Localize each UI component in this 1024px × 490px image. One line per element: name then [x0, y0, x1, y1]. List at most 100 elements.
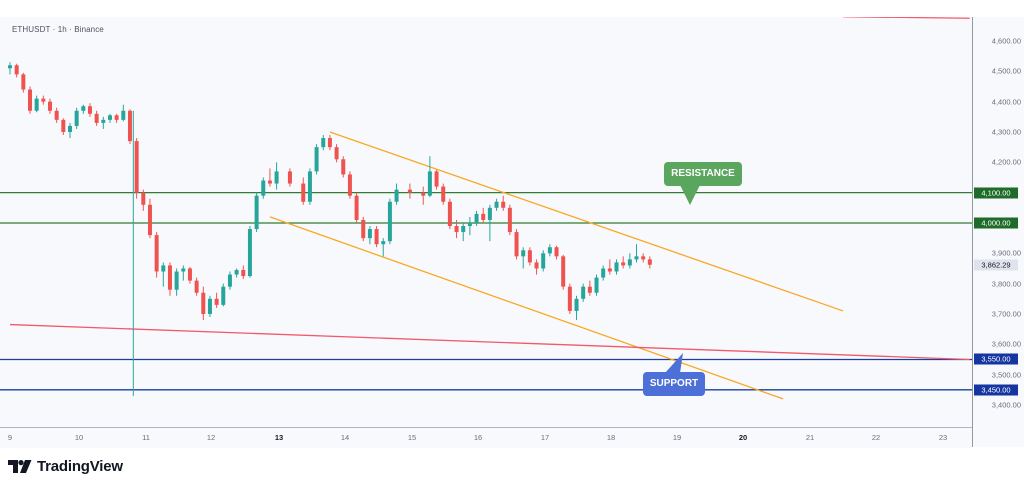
- price-tick: 4,600.00: [991, 36, 1021, 46]
- candle-body: [421, 192, 426, 196]
- date-tick: 22: [871, 433, 881, 442]
- candlestick-chart[interactable]: [0, 16, 972, 427]
- candle-body: [81, 106, 86, 111]
- chart-plot-area[interactable]: ETHUSDT · 1h · Binance RESISTANCE SUPPOR…: [0, 16, 972, 427]
- candle-body: [454, 226, 459, 233]
- candle-body: [367, 229, 372, 239]
- candle-body: [21, 74, 26, 90]
- candle-body: [61, 119, 66, 132]
- support-callout-pointer: [665, 353, 683, 373]
- candle-body: [227, 274, 232, 287]
- candle-body: [441, 186, 446, 202]
- date-tick: 12: [206, 433, 216, 442]
- tradingview-logo-icon: [8, 460, 32, 473]
- price-level-tag: 4,100.00: [974, 187, 1018, 199]
- date-tick: 16: [473, 433, 483, 442]
- price-tick: 4,300.00: [991, 127, 1021, 137]
- candle-body: [601, 268, 606, 278]
- candle-body: [554, 247, 559, 257]
- date-tick: 17: [540, 433, 550, 442]
- candle-body: [561, 256, 566, 287]
- candle-body: [361, 219, 366, 239]
- candle-body: [474, 213, 479, 223]
- candle-body: [494, 201, 499, 208]
- date-tick: 11: [142, 433, 150, 442]
- date-tick: 14: [340, 433, 350, 442]
- candle-body: [134, 141, 139, 193]
- candle-body: [407, 189, 412, 193]
- price-tick: 3,900.00: [991, 248, 1021, 258]
- candle-body: [541, 253, 546, 269]
- candle-body: [641, 256, 646, 260]
- candle-body: [121, 110, 126, 120]
- candle-body: [194, 280, 199, 293]
- candle-body: [201, 292, 206, 314]
- candle-body: [94, 113, 99, 123]
- price-tick: 3,400.00: [991, 400, 1021, 410]
- candle-body: [8, 65, 12, 69]
- support-callout: SUPPORT: [643, 372, 705, 396]
- candle-body: [487, 207, 492, 220]
- candle-body: [167, 265, 172, 290]
- candle-body: [594, 277, 599, 293]
- candle-body: [154, 235, 159, 272]
- candle-body: [427, 171, 432, 196]
- price-level-tag: 3,450.00: [974, 384, 1018, 396]
- price-level-tag: 3,550.00: [974, 353, 1018, 365]
- candle-body: [287, 171, 292, 184]
- candle-body: [187, 268, 192, 281]
- candle-body: [434, 171, 439, 187]
- candle-body: [394, 189, 399, 202]
- upper-red-line-trendline: [843, 16, 970, 19]
- candle-body: [574, 298, 579, 311]
- candle-body: [14, 65, 19, 75]
- candle-body: [341, 159, 346, 175]
- price-tick: 3,500.00: [991, 370, 1021, 380]
- candle-body: [501, 201, 506, 208]
- candle-body: [54, 110, 59, 120]
- candle-body: [647, 259, 652, 265]
- candle-body: [67, 125, 72, 132]
- candle-body: [567, 286, 572, 311]
- chart-container[interactable]: ETHUSDT · 1h · Binance RESISTANCE SUPPOR…: [0, 16, 1024, 448]
- candle-body: [607, 268, 612, 272]
- candle-body: [214, 298, 219, 305]
- time-axis[interactable]: 9 10 11 12 13 14 15 16 17 18 19 20 21 22 23: [0, 427, 972, 448]
- candle-body: [307, 171, 312, 202]
- date-tick: 19: [672, 433, 682, 442]
- candle-body: [314, 147, 319, 172]
- candle-body: [301, 183, 306, 202]
- candle-body: [254, 195, 259, 230]
- candle-body: [274, 171, 279, 184]
- price-tick: 4,200.00: [991, 157, 1021, 167]
- candle-body: [247, 229, 252, 277]
- candle-body: [241, 269, 246, 277]
- candle-body: [467, 222, 472, 227]
- channel-lower-trendline: [269, 216, 784, 400]
- candle-body: [374, 229, 379, 245]
- date-tick: 21: [805, 433, 815, 442]
- candle-body: [101, 119, 106, 123]
- candle-body: [461, 226, 466, 233]
- price-tick: 3,700.00: [991, 309, 1021, 319]
- candle-body: [547, 247, 552, 254]
- date-tick: 23: [938, 433, 948, 442]
- candle-body: [587, 286, 592, 293]
- candle-body: [141, 192, 146, 205]
- candle-body: [114, 115, 119, 120]
- candle-body: [261, 180, 266, 196]
- channel-upper-trendline: [329, 131, 844, 312]
- price-axis[interactable]: 4,600.00 4,500.00 4,400.00 4,300.00 4,200.00…: [972, 17, 1024, 447]
- long-term-trend-trendline: [9, 323, 970, 361]
- candle-body: [521, 250, 526, 257]
- candle-body: [527, 250, 532, 263]
- candle-body: [47, 101, 52, 111]
- candle-body: [27, 89, 32, 111]
- candle-body: [381, 241, 386, 245]
- candle-body: [107, 115, 112, 120]
- brand-name: TradingView: [37, 458, 123, 475]
- candle-body: [174, 271, 179, 290]
- price-tick: 4,500.00: [991, 66, 1021, 76]
- candle-body: [207, 298, 212, 314]
- candle-body: [581, 286, 586, 299]
